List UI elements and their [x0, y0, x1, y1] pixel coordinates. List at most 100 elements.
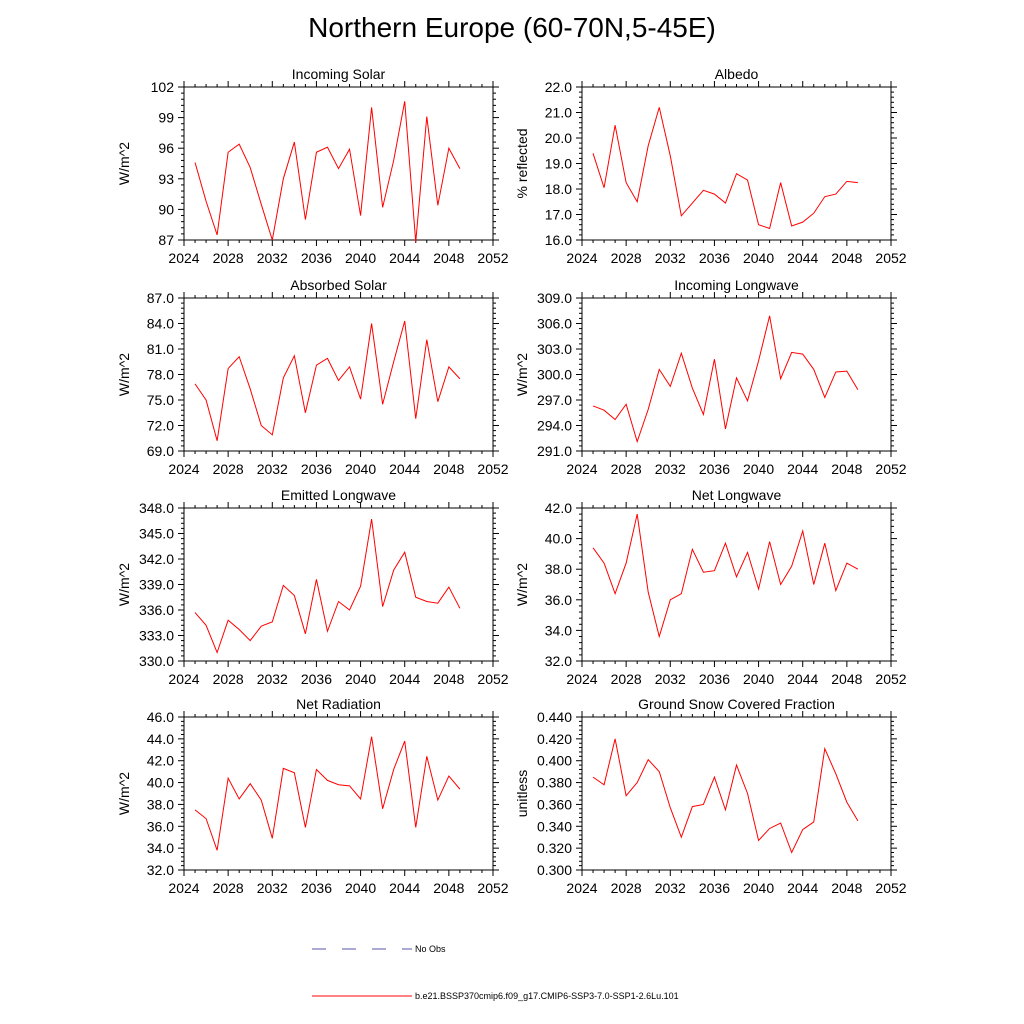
panel-8: Ground Snow Covered Fraction unitless 2024…: [514, 696, 907, 896]
y-tick-label: 69.0: [147, 443, 174, 459]
x-tick-label: 2044: [389, 250, 420, 266]
x-tick-label: 2028: [213, 250, 244, 266]
y-tick-label: 36.0: [147, 818, 174, 834]
y-tick-label: 291.0: [537, 443, 572, 459]
y-tick-label: 40.0: [147, 775, 174, 791]
y-tick-label: 18.0: [545, 181, 572, 197]
x-tick-label: 2048: [433, 671, 464, 687]
plot-frame: [581, 86, 892, 241]
y-tick-label: 300.0: [537, 367, 572, 383]
series-line: [592, 107, 858, 230]
panel-2: Albedo % reflected 2024 2028 2032 2036 2040 204…: [514, 66, 907, 266]
figure-title: Northern Europe (60-70N,5-45E): [308, 12, 716, 43]
y-tick-label: 0.340: [537, 818, 572, 834]
y-tick-label: 0.300: [537, 862, 572, 878]
x-tick-label: 2040: [743, 671, 774, 687]
series-line: [592, 315, 859, 444]
y-tick-label: 96: [158, 140, 174, 156]
x-tick-label: 2052: [875, 671, 906, 687]
y-tick-label: 0.420: [537, 731, 572, 747]
x-tick-label: 2032: [257, 250, 288, 266]
x-tick-label: 2024: [566, 671, 597, 687]
x-tick-label: 2040: [345, 250, 376, 266]
panel-6: Net Longwave W/m^2 2024 2028 2032 2036 2040 204…: [514, 487, 907, 687]
y-tick-label: 0.440: [537, 709, 572, 725]
x-tick-label: 2028: [213, 671, 244, 687]
x-tick-label: 2028: [611, 250, 642, 266]
x-tick-label: 2028: [611, 671, 642, 687]
x-tick-label: 2044: [389, 671, 420, 687]
x-tick-label: 2028: [213, 461, 244, 477]
x-tick-label: 2028: [611, 461, 642, 477]
y-tick-label: 20.0: [545, 130, 572, 146]
series-line: [194, 736, 461, 851]
x-tick-label: 2040: [345, 880, 376, 896]
y-tick-label: 99: [158, 110, 174, 126]
x-tick-label: 2036: [301, 461, 332, 477]
y-tick-label: 0.380: [537, 775, 572, 791]
panel-3: Absorbed Solar W/m^2 2024 2028 2032 2036 2040 2…: [116, 277, 509, 477]
x-tick-label: 2044: [389, 461, 420, 477]
panel-title: Net Longwave: [692, 487, 782, 503]
x-tick-label: 2048: [433, 461, 464, 477]
x-tick-label: 2032: [655, 461, 686, 477]
panel-title: Incoming Longwave: [674, 277, 799, 293]
x-tick-label: 2032: [257, 880, 288, 896]
x-tick-label: 2032: [257, 461, 288, 477]
x-tick-label: 2040: [345, 671, 376, 687]
x-tick-label: 2040: [345, 461, 376, 477]
series-line: [194, 320, 461, 441]
y-tick-label: 38.0: [545, 561, 572, 577]
y-tick-label: 306.0: [537, 316, 572, 332]
y-tick-label: 336.0: [139, 602, 174, 618]
x-tick-label: 2024: [168, 250, 199, 266]
y-tick-label: 81.0: [147, 341, 174, 357]
x-tick-label: 2048: [831, 250, 862, 266]
x-tick-label: 2024: [168, 880, 199, 896]
x-tick-label: 2036: [301, 880, 332, 896]
x-tick-label: 2028: [611, 880, 642, 896]
legend-model-label: b.e21.BSSP370cmip6.f09_g17.CMIP6-SSP3-7.…: [415, 991, 679, 1001]
y-tick-label: 34.0: [545, 622, 572, 638]
legend-obs-label: No Obs: [415, 944, 446, 954]
x-tick-label: 2052: [875, 880, 906, 896]
y-tick-label: 38.0: [147, 796, 174, 812]
x-tick-label: 2040: [743, 250, 774, 266]
x-tick-label: 2036: [301, 671, 332, 687]
series-line: [194, 101, 461, 243]
x-tick-label: 2044: [787, 880, 818, 896]
plot-frame: [581, 507, 892, 662]
y-tick-label: 330.0: [139, 653, 174, 669]
x-tick-label: 2036: [301, 250, 332, 266]
x-tick-label: 2024: [566, 461, 597, 477]
y-tick-label: 44.0: [147, 731, 174, 747]
plot-frame: [183, 716, 494, 871]
y-tick-label: 0.400: [537, 753, 572, 769]
y-tick-label: 32.0: [147, 862, 174, 878]
y-tick-label: 42.0: [545, 500, 572, 516]
x-tick-label: 2036: [699, 250, 730, 266]
x-tick-label: 2052: [477, 671, 508, 687]
y-tick-label: 17.0: [545, 207, 572, 223]
y-tick-label: 84.0: [147, 316, 174, 332]
x-tick-label: 2028: [213, 880, 244, 896]
panel-7: Net Radiation W/m^2 2024 2028 2032 2036 2040 20…: [116, 696, 509, 896]
y-tick-label: 40.0: [545, 531, 572, 547]
y-axis-label: % reflected: [514, 128, 530, 198]
y-tick-label: 348.0: [139, 500, 174, 516]
y-tick-label: 303.0: [537, 341, 572, 357]
x-tick-label: 2052: [477, 461, 508, 477]
y-tick-label: 36.0: [545, 592, 572, 608]
plot-frame: [183, 507, 494, 662]
y-tick-label: 42.0: [147, 753, 174, 769]
x-tick-label: 2032: [257, 671, 288, 687]
y-axis-label: W/m^2: [116, 772, 132, 815]
y-tick-label: 93: [158, 171, 174, 187]
x-tick-label: 2048: [433, 250, 464, 266]
y-tick-label: 342.0: [139, 551, 174, 567]
x-tick-label: 2044: [787, 671, 818, 687]
y-tick-label: 102: [151, 79, 175, 95]
series-line: [194, 518, 461, 654]
x-tick-label: 2036: [699, 461, 730, 477]
